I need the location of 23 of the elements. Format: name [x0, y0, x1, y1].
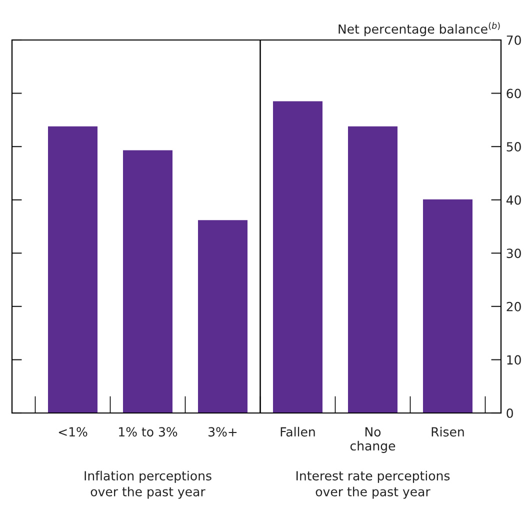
- y-tick-label: 20: [506, 302, 521, 312]
- text: Interest rate perceptions over the past year: [296, 470, 450, 499]
- y-tick-label: 30: [506, 248, 521, 258]
- text: Inflation perceptions over the past year: [84, 470, 212, 499]
- bar: [423, 199, 472, 413]
- y-tick-label: 60: [506, 88, 521, 98]
- x-tick-label: Fallen: [280, 426, 315, 437]
- y-tick-label: 70: [506, 35, 521, 45]
- y-axis-title: Net percentage balance$^{(b)}$: [338, 22, 500, 36]
- x-tick-label: No change: [350, 427, 396, 453]
- y-tick-label: 50: [506, 142, 521, 152]
- bar: [348, 126, 398, 413]
- y-tick-label: 40: [506, 195, 521, 205]
- bar: [48, 126, 98, 413]
- y-tick-label: 10: [507, 355, 521, 365]
- x-tick-label: <1%: [58, 427, 88, 437]
- bar: [198, 220, 248, 413]
- bar: [273, 101, 322, 413]
- bar: [123, 150, 172, 413]
- x-tick-label: 3%+: [208, 427, 237, 437]
- x-tick-label: 1% to 3%: [119, 427, 178, 437]
- y-tick-label: 0: [506, 408, 513, 418]
- x-tick-label: Risen: [432, 426, 464, 437]
